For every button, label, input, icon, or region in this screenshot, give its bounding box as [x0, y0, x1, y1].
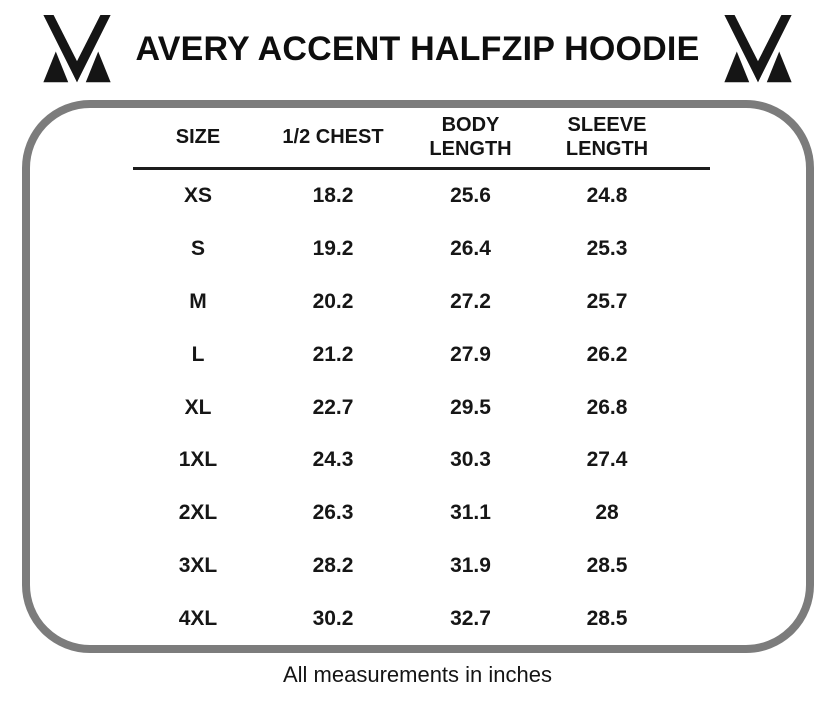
table-row: XL 22.7 29.5 26.8 [133, 381, 676, 434]
masthead: AVERY ACCENT HALFZIP HOODIE [0, 12, 835, 86]
measurement-cell: 27.9 [450, 342, 491, 366]
size-cell: S [190, 237, 205, 261]
table-row: S 19.2 26.4 25.3 [133, 223, 676, 276]
measurement-cell: 25.7 [586, 289, 628, 313]
size-cell: M [189, 289, 207, 313]
brand-m-monogram-icon [721, 15, 795, 83]
measurement-cell: 18.2 [312, 184, 354, 208]
measurement-cell: 21.2 [312, 342, 354, 366]
table-row: 4XL 30.2 32.7 28.5 [133, 592, 676, 645]
table-row: 1XL 24.3 30.3 27.4 [133, 434, 676, 487]
table-row: 2XL 26.3 31.1 28 [133, 487, 676, 540]
size-cell: 1XL [178, 448, 218, 472]
measurement-cell: 30.3 [450, 448, 491, 472]
size-cell: XL [184, 395, 212, 419]
size-chart-body: XS 18.2 25.6 24.8 S 19.2 26.4 25.3 M 20.… [133, 170, 676, 645]
measurement-cell: 24.8 [586, 184, 628, 208]
measurement-cell: 28.5 [586, 606, 628, 630]
size-cell: 3XL [178, 553, 218, 577]
measurement-cell: 31.1 [450, 501, 491, 525]
measurement-cell: 30.2 [312, 606, 354, 630]
measurement-cell: 20.2 [312, 289, 354, 313]
measurements-footnote: All measurements in inches [282, 662, 552, 687]
table-row: L 21.2 27.9 26.2 [133, 328, 676, 381]
measurement-cell: 19.2 [312, 237, 354, 261]
measurement-cell: 26.2 [586, 342, 628, 366]
table-row: XS 18.2 25.6 24.8 [133, 170, 676, 223]
measurement-cell: 28.2 [312, 553, 354, 577]
size-cell: 2XL [178, 501, 218, 525]
measurement-cell: 26.4 [450, 237, 491, 261]
header-divider-line [133, 167, 710, 170]
measurement-cell: 31.9 [450, 553, 491, 577]
measurement-cell: 28 [595, 501, 619, 525]
size-chart-header-row: SIZE 1/2 CHEST BODY LENGTH SLEEVE LENGTH [133, 108, 676, 167]
column-header-sleeve-length: SLEEVE LENGTH [565, 113, 649, 160]
measurement-cell: 28.5 [586, 553, 628, 577]
measurement-cell: 24.3 [312, 448, 354, 472]
column-header-size: SIZE [175, 125, 221, 148]
measurement-cell: 27.4 [586, 448, 628, 472]
page-title: AVERY ACCENT HALFZIP HOODIE [135, 29, 700, 68]
measurement-cell: 22.7 [312, 395, 354, 419]
table-row: 3XL 28.2 31.9 28.5 [133, 540, 676, 593]
table-row: M 20.2 27.2 25.7 [133, 276, 676, 329]
measurement-cell: 25.3 [586, 237, 628, 261]
measurement-cell: 26.8 [586, 395, 628, 419]
size-cell: 4XL [178, 606, 218, 630]
size-cell: XS [183, 184, 212, 208]
size-cell: L [191, 342, 205, 366]
measurement-cell: 26.3 [312, 501, 354, 525]
brand-m-monogram-icon [40, 15, 114, 83]
size-chart-panel [22, 100, 814, 653]
column-header-body-length: BODY LENGTH [429, 113, 512, 160]
column-header-half-chest: 1/2 CHEST [282, 125, 384, 148]
measurement-cell: 32.7 [450, 606, 491, 630]
measurement-cell: 27.2 [450, 289, 491, 313]
measurement-cell: 29.5 [450, 395, 491, 419]
measurement-cell: 25.6 [450, 184, 491, 208]
